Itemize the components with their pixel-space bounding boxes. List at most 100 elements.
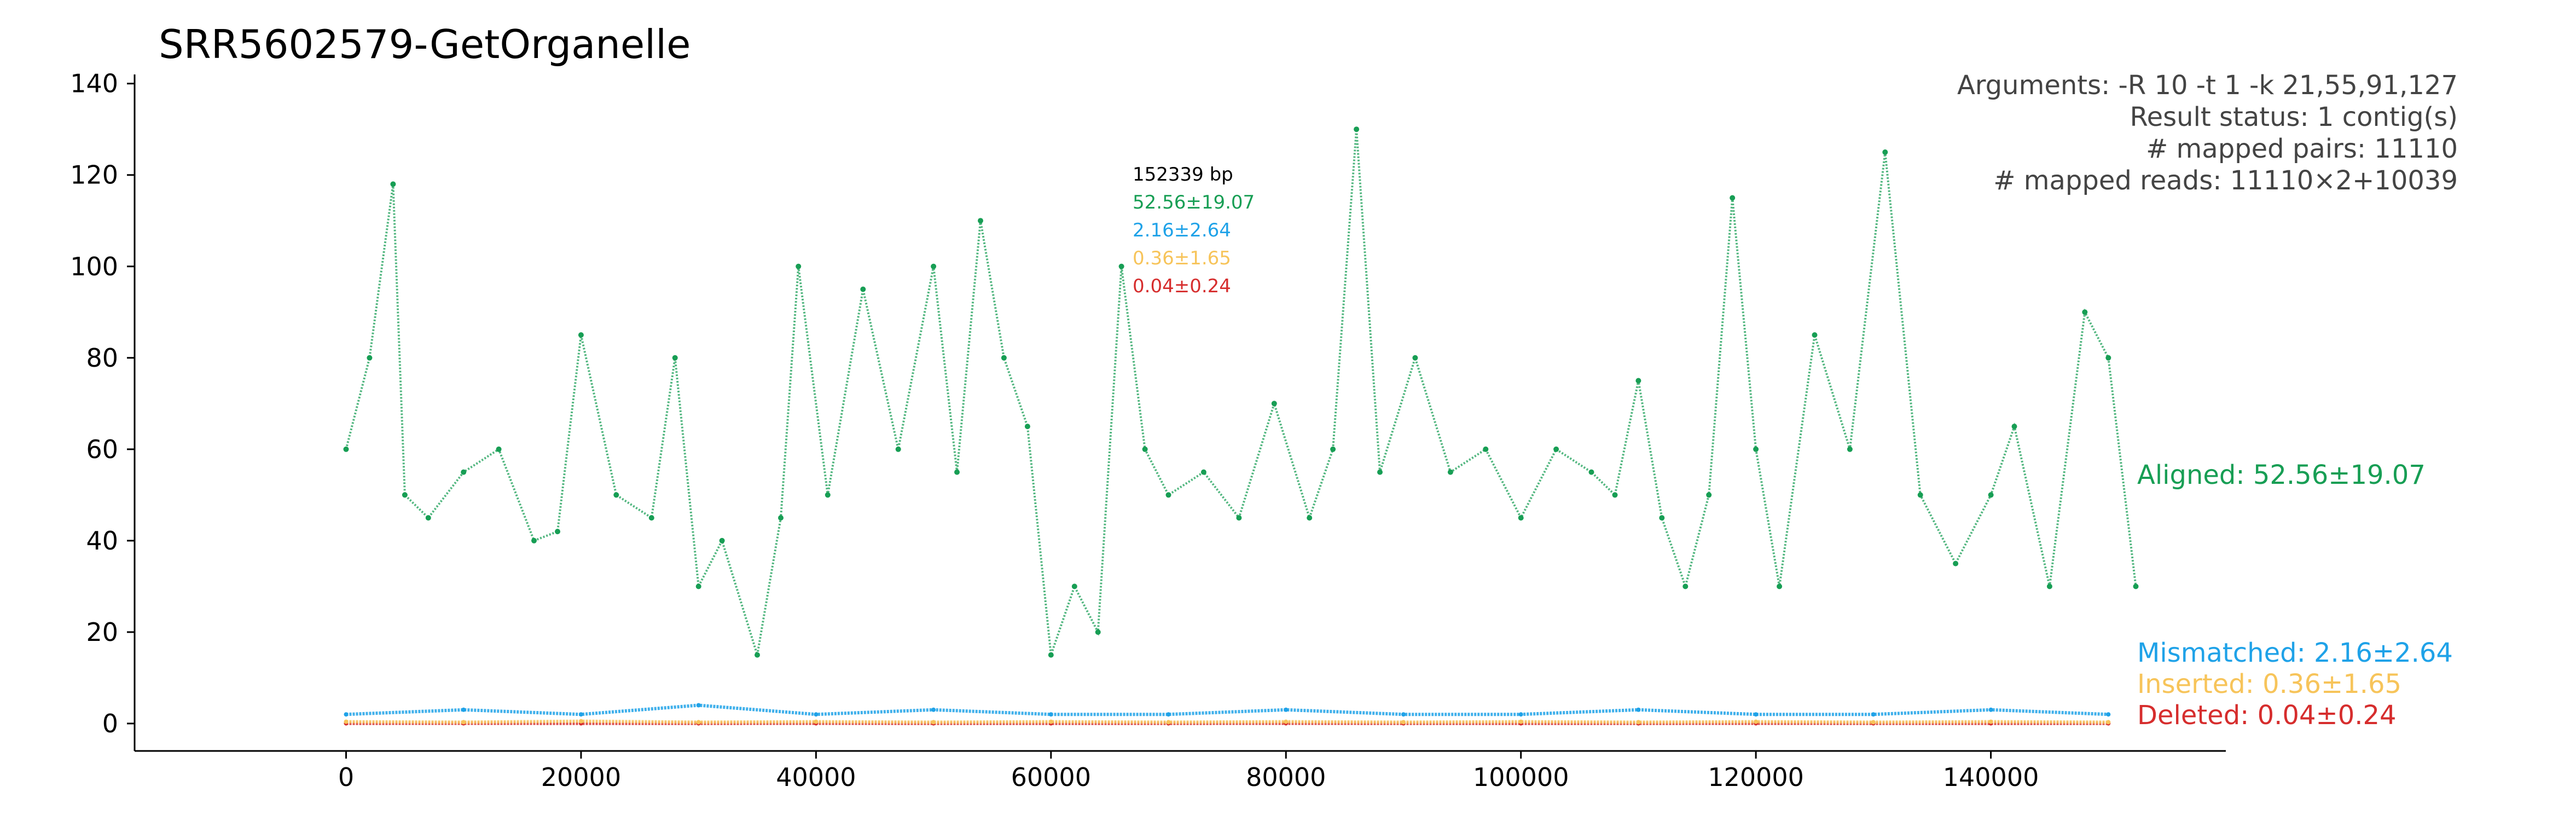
- info-block: Arguments: -R 10 -t 1 -k 21,55,91,127 Re…: [1957, 70, 2458, 196]
- data-point: [1401, 720, 1406, 725]
- y-tick-label: 0: [102, 709, 118, 738]
- data-point: [1095, 629, 1101, 635]
- y-tick-label: 20: [86, 617, 118, 647]
- y-tick-label: 40: [86, 526, 118, 556]
- label-inserted: Inserted: 0.36±1.65: [2137, 669, 2401, 699]
- stats-deleted: 0.04±0.24: [1133, 275, 1231, 297]
- data-point: [931, 707, 936, 712]
- data-point: [1354, 126, 1360, 132]
- data-point: [390, 181, 396, 187]
- data-point: [496, 446, 502, 452]
- data-point: [1330, 446, 1336, 452]
- data-point: [578, 712, 583, 717]
- data-point: [1988, 707, 1993, 712]
- data-point: [648, 515, 654, 521]
- series-line: [346, 703, 2109, 716]
- data-point: [461, 469, 467, 475]
- data-point: [695, 583, 701, 589]
- data-point: [2011, 424, 2017, 430]
- data-point: [1166, 720, 1171, 725]
- stats-aligned: 52.56±19.07: [1133, 192, 1255, 213]
- series-1: [344, 703, 2111, 717]
- data-point: [2133, 583, 2139, 589]
- data-point: [1812, 332, 1818, 338]
- data-point: [1048, 652, 1054, 658]
- info-result-status: Result status: 1 contig(s): [2130, 102, 2458, 132]
- data-point: [555, 529, 560, 535]
- data-point: [1636, 707, 1641, 712]
- data-point: [1588, 469, 1594, 475]
- data-point: [425, 515, 431, 521]
- data-point: [1777, 583, 1783, 589]
- data-point: [461, 707, 466, 712]
- stats-length: 152339 bp: [1133, 164, 1233, 186]
- data-point: [1612, 492, 1618, 498]
- data-point: [1271, 401, 1277, 407]
- data-point: [1048, 719, 1053, 724]
- data-point: [2046, 583, 2052, 589]
- data-point: [2082, 309, 2088, 315]
- x-tick-label: 140000: [1943, 762, 2039, 792]
- data-point: [1142, 446, 1148, 452]
- series-0: [343, 126, 2139, 658]
- data-point: [1953, 560, 1959, 566]
- x-tick-label: 120000: [1708, 762, 1804, 792]
- data-point: [719, 537, 725, 544]
- series-line: [346, 719, 2109, 724]
- x-tick-label: 100000: [1473, 762, 1569, 792]
- data-point: [1048, 712, 1053, 717]
- data-point: [1412, 355, 1418, 361]
- data-point: [954, 469, 960, 475]
- data-point: [344, 712, 349, 717]
- data-point: [672, 355, 678, 361]
- data-point: [696, 703, 701, 708]
- data-point: [2106, 712, 2111, 717]
- data-point: [1165, 492, 1171, 498]
- data-point: [578, 332, 584, 338]
- data-point: [814, 712, 819, 717]
- data-point: [343, 446, 349, 452]
- data-point: [344, 719, 349, 724]
- data-point: [1682, 583, 1689, 589]
- label-aligned: Aligned: 52.56±19.07: [2137, 460, 2426, 490]
- data-point: [778, 515, 784, 521]
- data-point: [1882, 149, 1888, 155]
- data-point: [931, 263, 937, 269]
- x-tick-label: 80000: [1246, 762, 1326, 792]
- data-point: [402, 492, 408, 498]
- label-deleted: Deleted: 0.04±0.24: [2137, 700, 2397, 731]
- data-point: [613, 492, 619, 498]
- y-tick-label: 100: [70, 252, 118, 281]
- data-point: [1401, 712, 1406, 717]
- data-point: [1988, 492, 1994, 498]
- series-line: [345, 129, 2137, 656]
- x-tick-label: 40000: [776, 762, 856, 792]
- data-point: [1166, 712, 1171, 717]
- series-2: [344, 719, 2111, 725]
- x-tick-label: 60000: [1011, 762, 1091, 792]
- data-point: [860, 286, 866, 292]
- data-point: [1706, 492, 1712, 498]
- data-layer: [343, 126, 2139, 726]
- data-point: [1754, 719, 1759, 724]
- data-point: [1200, 469, 1206, 475]
- data-point: [1071, 583, 1077, 589]
- data-point: [1024, 424, 1030, 430]
- data-point: [1518, 712, 1523, 717]
- data-point: [755, 652, 760, 658]
- data-point: [814, 719, 819, 724]
- axes: 0 20000 40000 60000 80000 100000 120000 140000 0…: [70, 69, 2226, 792]
- data-point: [1377, 469, 1383, 475]
- data-point: [1871, 720, 1876, 725]
- chart-title: SRR5602579-GetOrganelle: [159, 21, 691, 67]
- data-point: [1553, 446, 1559, 452]
- y-tick-label: 80: [86, 343, 118, 373]
- data-point: [1001, 355, 1007, 361]
- data-point: [1518, 515, 1524, 521]
- data-point: [1236, 515, 1242, 521]
- data-point: [1754, 712, 1759, 717]
- data-point: [1307, 515, 1313, 521]
- data-point: [696, 720, 701, 725]
- data-point: [1917, 492, 1923, 498]
